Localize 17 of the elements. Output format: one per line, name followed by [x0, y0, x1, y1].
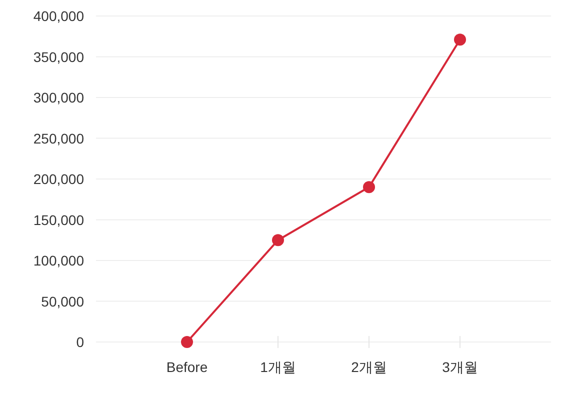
y-tick-label: 300,000: [33, 90, 84, 106]
x-tick-label: Before: [166, 359, 208, 375]
point: [454, 34, 466, 46]
point: [181, 336, 193, 348]
y-tick-label: 0: [76, 334, 84, 350]
y-tick-label: 250,000: [33, 130, 84, 146]
x-tick-label: 2개월: [351, 359, 387, 375]
x-tick-label: 1개월: [260, 359, 296, 375]
point: [363, 181, 375, 194]
y-tick-label: 350,000: [33, 48, 84, 65]
point: [272, 234, 284, 246]
x-tick-label: 3개월: [442, 359, 478, 375]
y-tick-label: 50,000: [41, 293, 84, 310]
y-tick-label: 400,000: [33, 8, 84, 24]
y-tick-label: 200,000: [33, 171, 84, 187]
y-tick-label: 100,000: [33, 252, 84, 268]
y-tick-label: 150,000: [33, 212, 84, 228]
